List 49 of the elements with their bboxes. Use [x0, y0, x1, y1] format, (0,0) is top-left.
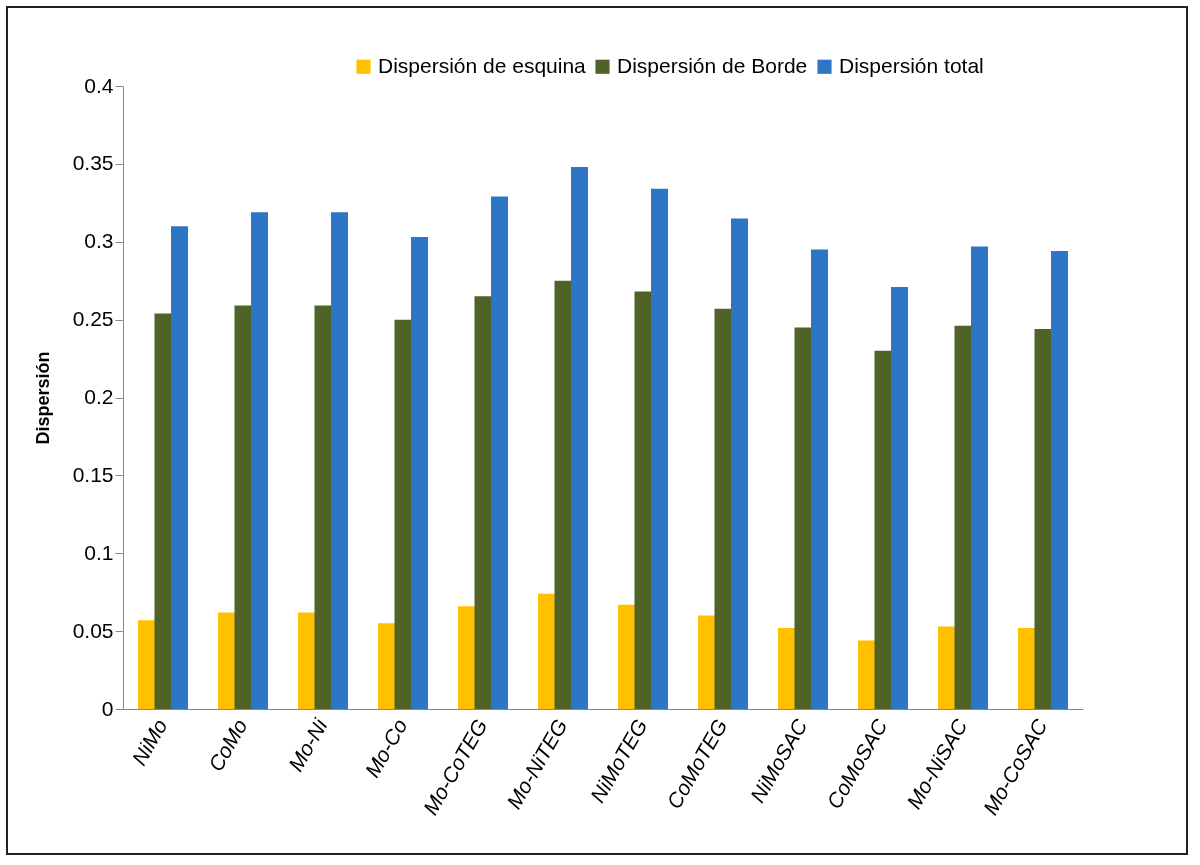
bar: [938, 626, 956, 709]
y-tick-label: 0: [101, 696, 114, 720]
bar: [954, 325, 972, 709]
bar: [490, 196, 508, 709]
bar: [154, 313, 172, 709]
bar: [378, 623, 396, 709]
y-tick-label: 0.4: [84, 73, 114, 97]
bar: [634, 291, 652, 709]
legend-label: Dispersión de Borde: [617, 53, 808, 77]
bar: [570, 166, 588, 709]
bar: [650, 188, 668, 709]
bar: [618, 604, 636, 709]
legend-label: Dispersión total: [839, 53, 984, 77]
y-tick-label: 0.25: [72, 307, 114, 331]
bar: [234, 305, 252, 709]
bar: [1034, 328, 1052, 709]
bar: [794, 327, 812, 709]
bar: [1018, 628, 1036, 709]
y-tick-label: 0.1: [84, 540, 114, 564]
bar: [810, 249, 828, 709]
y-axis-title: Dispersión: [32, 351, 53, 445]
bar: [970, 246, 988, 709]
y-tick-label: 0.05: [72, 618, 114, 642]
bar: [730, 218, 748, 709]
bar: [474, 296, 492, 709]
bar: [874, 350, 892, 709]
bar: [538, 593, 556, 709]
bar: [314, 305, 332, 709]
y-tick-label: 0.3: [84, 229, 114, 253]
bar: [714, 308, 732, 709]
bar: [778, 628, 796, 709]
bar: [170, 226, 188, 709]
bar: [698, 615, 716, 709]
bar: [890, 286, 908, 709]
bar: [250, 212, 268, 709]
bar: [298, 612, 316, 709]
bar: [858, 640, 876, 709]
bar: [218, 612, 236, 709]
bar: [458, 606, 476, 709]
y-tick-label: 0.35: [72, 151, 114, 175]
bar: [394, 319, 412, 709]
legend-label: Dispersión de esquina: [378, 53, 587, 77]
bar: [410, 237, 428, 709]
y-tick-label: 0.15: [72, 462, 114, 486]
bar: [330, 212, 348, 709]
bar: [1050, 251, 1068, 709]
y-tick-label: 0.2: [84, 385, 114, 408]
bar: [554, 280, 572, 709]
bar: [138, 620, 156, 709]
